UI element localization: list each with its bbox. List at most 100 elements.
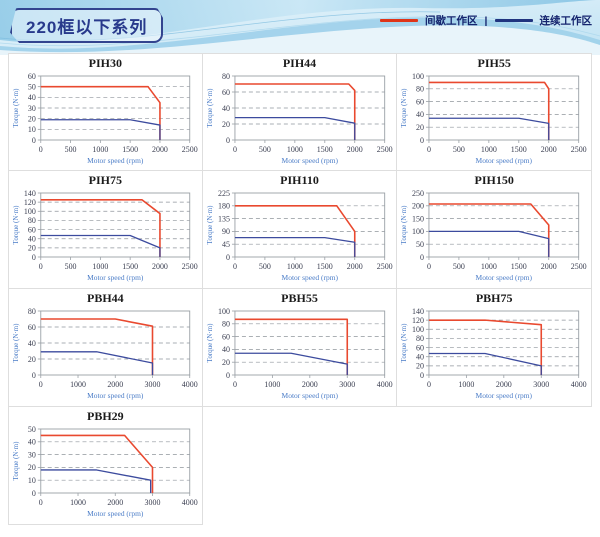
y-tick-label: 60 (28, 72, 36, 81)
torque-speed-plot: 0 20 40 60 80 0 500 1000 1500 2000 2500 Motor speed… (206, 72, 393, 165)
x-tick-label: 2000 (152, 145, 168, 154)
y-axis-label: Torque (N·m) (400, 205, 408, 245)
y-tick-label: 40 (416, 110, 424, 119)
y-tick-label: 40 (416, 353, 424, 362)
chart-cell: PIH30 0 10 20 30 40 50 60 0 500 1000 1500 2000 2500 M… (8, 53, 203, 171)
y-tick-label: 60 (416, 97, 424, 106)
x-axis-label: Motor speed (rpm) (476, 156, 533, 165)
y-tick-label: 20 (28, 114, 36, 123)
y-tick-label: 80 (28, 307, 36, 316)
x-tick-label: 2000 (541, 145, 557, 154)
x-tick-label: 2500 (182, 262, 198, 271)
x-axis-label: Motor speed (rpm) (281, 156, 338, 165)
x-tick-label: 2000 (107, 498, 123, 507)
y-axis-label: Torque (N·m) (400, 88, 408, 128)
y-tick-label: 80 (416, 85, 424, 94)
y-tick-label: 0 (420, 253, 424, 262)
intermittent-zone-label: 间歇工作区 (425, 15, 478, 27)
y-tick-label: 180 (218, 202, 230, 211)
empty-cell (203, 407, 398, 525)
chart-cell: PIH150 0 50 100 150 200 250 0 500 1000 1500 2000 25… (397, 171, 592, 289)
plot-frame (40, 428, 191, 494)
y-tick-label: 60 (222, 332, 230, 341)
y-tick-label: 200 (412, 202, 424, 211)
x-tick-label: 0 (427, 145, 431, 154)
y-tick-label: 50 (28, 82, 36, 91)
plot-frame (40, 192, 191, 258)
x-tick-label: 2000 (107, 380, 123, 389)
intermittent-zone-curve (40, 318, 154, 375)
y-tick-label: 20 (28, 244, 36, 253)
x-tick-label: 1000 (70, 498, 86, 507)
y-tick-label: 0 (420, 371, 424, 380)
x-tick-label: 1000 (92, 262, 108, 271)
continuous-zone-curve (40, 469, 152, 493)
intermittent-zone-line-swatch (380, 18, 419, 23)
y-tick-label: 20 (222, 358, 230, 367)
x-axis-label: Motor speed (rpm) (87, 391, 144, 400)
x-tick-label: 500 (65, 145, 77, 154)
intermittent-zone-curve (429, 203, 550, 257)
x-tick-label: 2000 (541, 262, 557, 271)
y-tick-label: 0 (32, 253, 36, 262)
continuous-zone-curve (40, 351, 154, 375)
chart-title: PIH150 (474, 173, 514, 187)
intermittent-zone-curve (40, 85, 161, 140)
y-tick-label: 0 (420, 136, 424, 145)
x-tick-label: 1500 (511, 145, 527, 154)
x-tick-label: 2500 (182, 145, 198, 154)
x-tick-label: 0 (427, 262, 431, 271)
y-axis-label: Torque (N·m) (12, 88, 20, 128)
torque-speed-plot: 0 10 20 30 40 50 0 1000 2000 3000 4000 Motor speed … (12, 425, 198, 518)
intermittent-zone-curve (429, 81, 550, 140)
x-tick-label: 1000 (70, 380, 86, 389)
x-axis-label: Motor speed (rpm) (87, 509, 144, 518)
y-tick-label: 20 (416, 123, 424, 132)
x-tick-label: 1500 (122, 145, 138, 154)
intermittent-zone-curve (40, 199, 161, 257)
chart-title: PBH44 (86, 291, 124, 305)
intermittent-zone-curve (429, 319, 543, 375)
empty-cell (397, 407, 592, 525)
chart-title: PBH29 (86, 409, 124, 423)
x-tick-label: 0 (233, 145, 237, 154)
y-tick-label: 100 (412, 227, 424, 236)
y-tick-label: 0 (32, 136, 36, 145)
charts-grid: PIH30 0 10 20 30 40 50 60 0 500 1000 1500 2000 2500 M… (8, 53, 592, 525)
x-tick-label: 3000 (534, 380, 550, 389)
plot-frame (234, 310, 385, 376)
x-tick-label: 4000 (182, 380, 198, 389)
y-tick-label: 40 (28, 234, 36, 243)
y-tick-label: 150 (412, 214, 424, 223)
chart-title: PIH44 (282, 56, 317, 70)
x-tick-label: 2500 (376, 262, 392, 271)
x-tick-label: 2000 (496, 380, 512, 389)
torque-speed-plot: 0 45 90 135 180 225 0 500 1000 1500 2000 2500 Motor … (206, 189, 393, 282)
x-tick-label: 2000 (301, 380, 317, 389)
y-tick-label: 40 (222, 104, 230, 113)
chart-title: PIH55 (477, 56, 511, 70)
plot-frame (428, 75, 580, 141)
y-tick-label: 60 (28, 323, 36, 332)
x-tick-label: 1000 (264, 380, 280, 389)
plot-frame (428, 192, 580, 258)
y-tick-label: 0 (32, 489, 36, 498)
y-tick-label: 120 (412, 316, 424, 325)
x-tick-label: 1000 (92, 145, 108, 154)
x-tick-label: 1500 (122, 262, 138, 271)
chart-cell: PIH110 0 45 90 135 180 225 0 500 1000 1500 2000 250… (202, 171, 398, 289)
y-tick-label: 20 (416, 362, 424, 371)
y-axis-label: Torque (N·m) (12, 205, 20, 245)
y-tick-label: 40 (222, 345, 230, 354)
chart-cell: PIH75 0 20 40 60 80 100 120 140 0 500 1000 1500 2000… (8, 171, 203, 289)
x-tick-label: 500 (259, 145, 271, 154)
continuous-zone-line-swatch (494, 18, 533, 23)
x-tick-label: 1500 (511, 262, 527, 271)
x-tick-label: 500 (453, 262, 465, 271)
x-tick-label: 0 (427, 380, 431, 389)
y-tick-label: 100 (218, 307, 230, 316)
